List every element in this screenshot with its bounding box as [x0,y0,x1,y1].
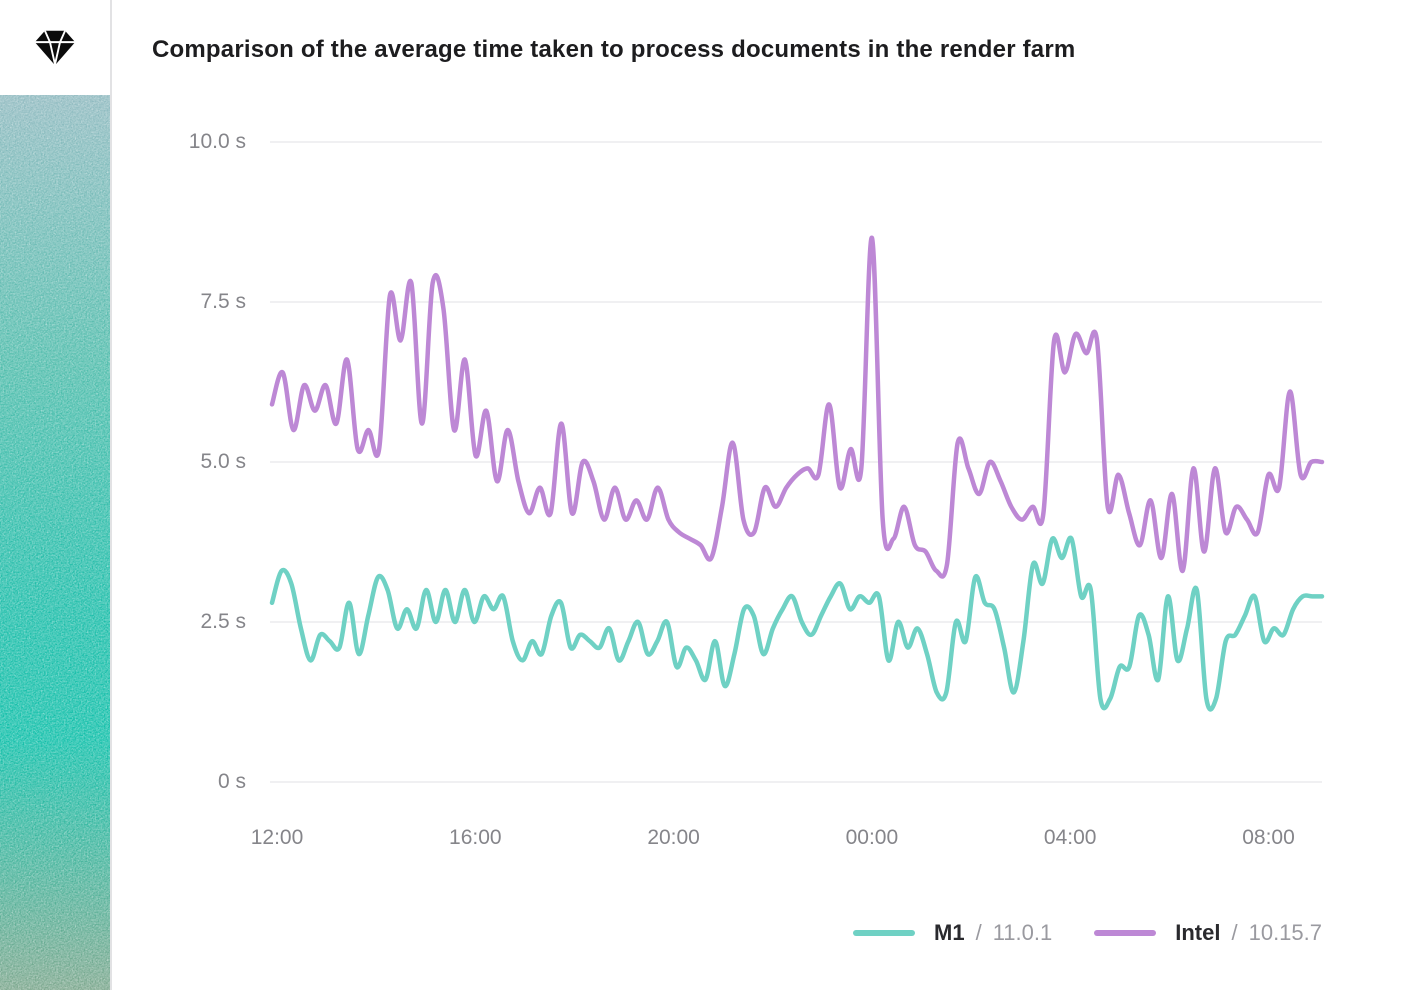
chart-title: Comparison of the average time taken to … [152,36,1076,63]
legend-series-name: M1 [934,920,965,945]
x-tick-label: 12:00 [250,826,304,849]
x-tick-label: 04:00 [1043,826,1097,849]
legend-separator: / [975,920,982,945]
legend-item-m1[interactable]: M1 / 11.0.1 [853,920,1052,946]
legend-series-name: Intel [1175,920,1221,945]
y-tick-label: 7.5 s [200,290,246,313]
legend-series-version: 10.15.7 [1248,920,1322,945]
m1-series-swatch [853,930,915,936]
y-tick-label: 0 s [217,770,246,793]
y-tick-label: 2.5 s [200,610,246,633]
x-tick-label: 00:00 [845,826,899,849]
m1-series-line [269,535,1325,712]
noise-texture [0,95,110,990]
logo-box [0,0,110,95]
diamond-gem-icon[interactable] [34,28,76,68]
intel-series-line [269,235,1325,579]
sidebar [0,0,110,990]
y-tick-label: 10.0 s [188,130,246,153]
x-tick-label: 16:00 [449,826,502,849]
intel-series-swatch [1094,930,1157,936]
sidebar-gradient [0,95,110,990]
legend-series-version: 11.0.1 [992,920,1053,945]
x-tick-label: 20:00 [647,826,700,849]
legend-separator: / [1231,920,1238,945]
legend-item-intel[interactable]: Intel / 10.15.7 [1094,920,1322,946]
x-tick-label: 08:00 [1242,826,1295,849]
legend: M1 / 11.0.1 Intel / 10.15.7 [853,920,1322,946]
y-tick-label: 5.0 s [200,450,246,473]
sidebar-divider [110,0,112,990]
